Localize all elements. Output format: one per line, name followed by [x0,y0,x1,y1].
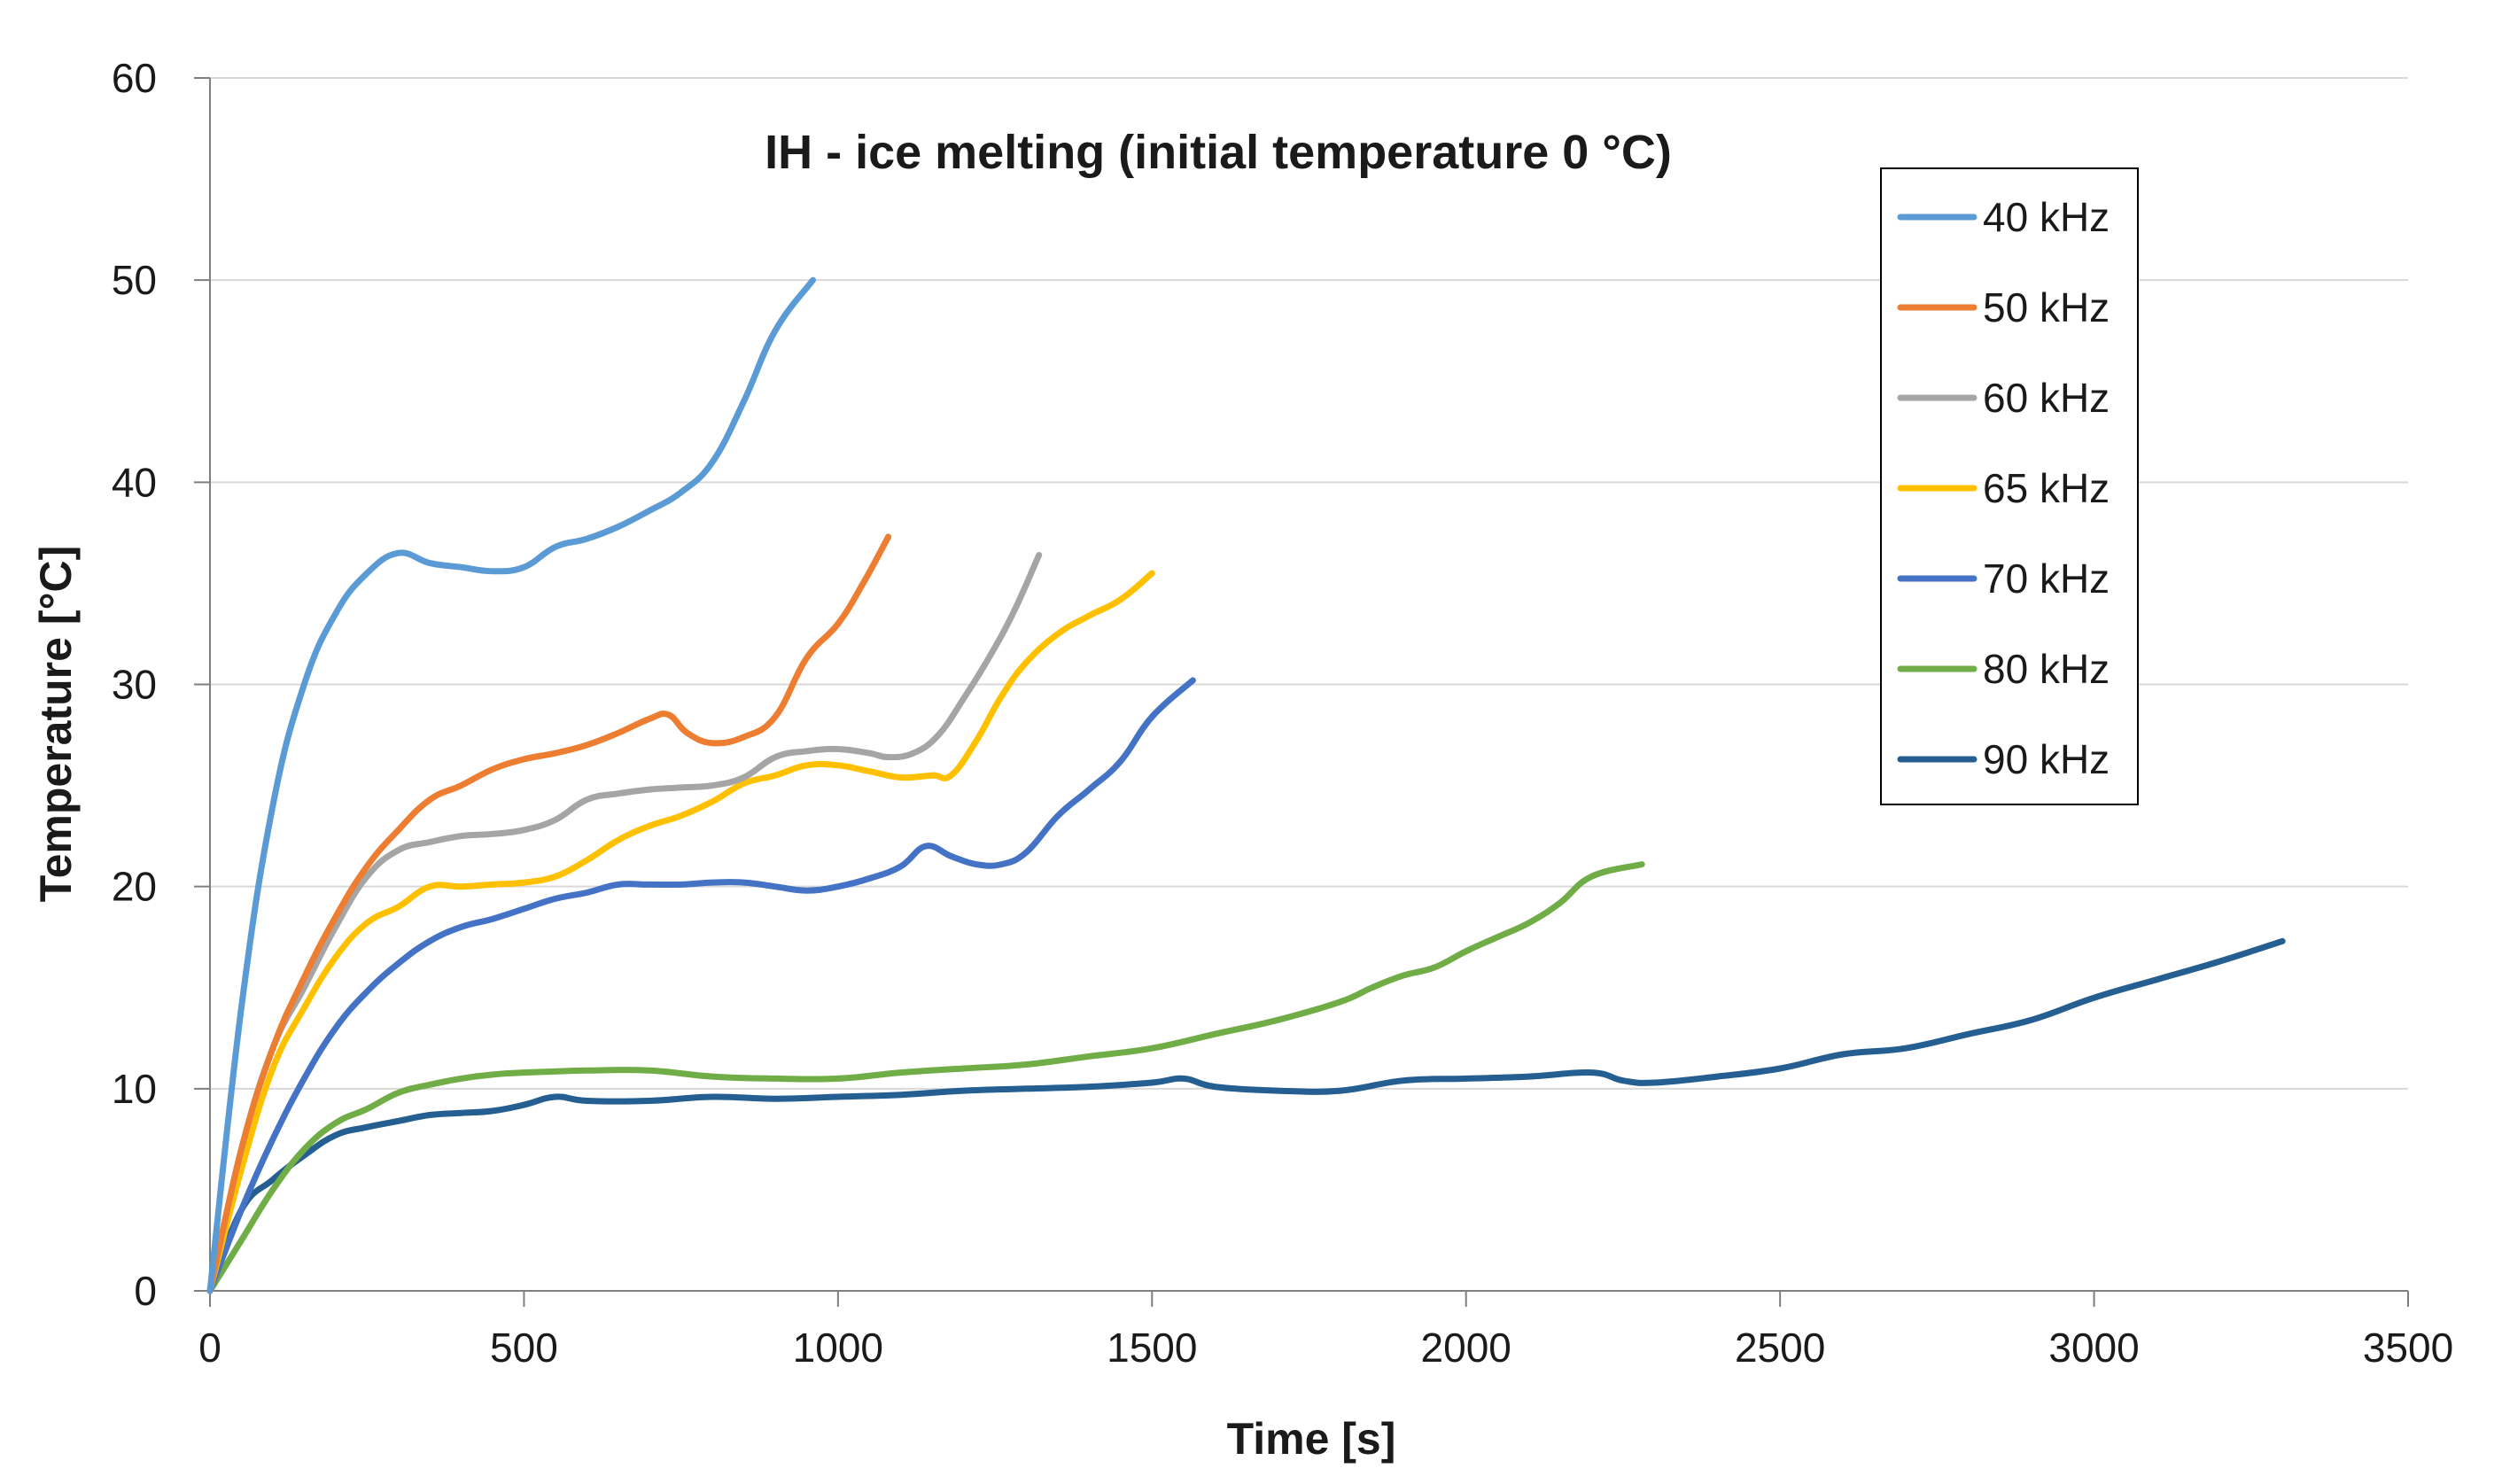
x-axis-title: Time [s] [1227,1414,1396,1464]
legend-label: 50 kHz [1983,284,2110,330]
legend-entry-80-khz: 80 kHz [1897,646,2110,692]
x-tick-label: 500 [490,1325,558,1371]
series-line-70-khz [206,677,1196,1294]
legend-entry-60-khz: 60 kHz [1897,375,2110,421]
legend-label: 90 kHz [1983,736,2110,782]
legend: 40 kHz 50 kHz 60 kHz 65 kHz 70 kHz 80 kHz 90 k… [1880,167,2139,805]
series-line-40-khz [206,276,816,1294]
legend-entry-50-khz: 50 kHz [1897,284,2110,330]
y-tick-label: 0 [134,1268,157,1314]
legend-label: 40 kHz [1983,194,2110,240]
legend-entry-65-khz: 65 kHz [1897,465,2110,511]
x-tick-label: 3500 [2363,1325,2453,1371]
series-line-90-khz [206,937,2286,1294]
y-tick-label: 40 [112,459,157,505]
x-tick-label: 1500 [1107,1325,1197,1371]
x-tick-labels: 0 500 1000 1500 2000 2500 3000 3500 [198,1325,2453,1371]
series-line-50-khz [206,533,892,1294]
y-tick-label: 50 [112,257,157,303]
x-tick-label: 2000 [1421,1325,1511,1371]
series-lines [206,276,2286,1294]
y-tick-label: 10 [112,1066,157,1112]
y-tick-label: 20 [112,864,157,910]
legend-label: 60 kHz [1983,375,2110,421]
series-line-65-khz [206,570,1155,1294]
legend-entry-90-khz: 90 kHz [1897,736,2110,782]
x-tick-label: 2500 [1735,1325,1825,1371]
legend-label: 65 kHz [1983,465,2110,511]
series-line-60-khz [206,552,1043,1294]
legend-label: 80 kHz [1983,646,2110,692]
chart-title: IH - ice melting (initial temperature 0 … [765,126,1672,179]
x-tick-label: 1000 [793,1325,883,1371]
legend-entry-40-khz: 40 kHz [1897,194,2110,240]
y-axis-title: Temperature [°C] [31,546,81,902]
axes [194,77,2409,1307]
y-tick-labels: 0 10 20 30 40 50 60 [112,55,157,1314]
legend-entry-70-khz: 70 kHz [1897,556,2110,602]
x-tick-label: 0 [198,1325,221,1371]
legend-label: 70 kHz [1983,556,2110,602]
y-tick-label: 30 [112,662,157,708]
gridlines [210,77,2408,1090]
series-line-80-khz [206,861,1645,1294]
x-tick-label: 3000 [2048,1325,2139,1371]
y-tick-label: 60 [112,55,157,101]
